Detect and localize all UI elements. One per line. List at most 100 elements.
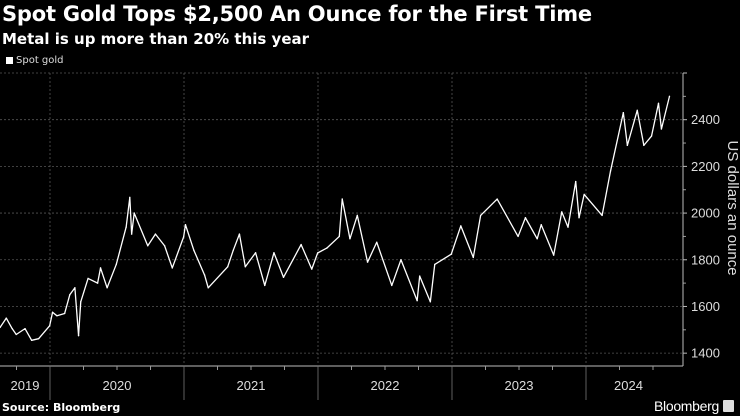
data-point [517,235,519,238]
data-point [51,311,54,314]
data-point [434,263,436,266]
data-point [622,111,625,114]
data-point [418,275,421,277]
data-point [106,287,108,289]
data-point [460,225,462,227]
legend-label-spot-gold: Spot gold [16,55,64,66]
data-point [524,217,527,219]
legend: Spot gold [6,55,64,66]
data-point [125,226,127,228]
data-point [609,170,612,172]
data-point [341,198,343,200]
data-point [311,268,313,270]
data-point [536,238,538,240]
y-tick-label: 2400 [691,112,720,127]
data-point [429,301,432,303]
data-point [282,276,285,278]
y-tick-label: 1800 [691,252,720,267]
data-point [69,294,71,296]
data-point [37,337,40,340]
data-point [552,254,555,256]
data-point [171,267,173,269]
data-point [668,95,671,98]
data-point [238,233,241,235]
data-point [24,327,26,330]
x-tick-label: 2022 [371,378,400,393]
bloomberg-logo: Bloomberg [654,398,734,414]
data-point [244,266,247,268]
y-tick-label: 2200 [691,159,720,174]
data-point [349,238,351,240]
data-point [561,211,563,213]
data-point [184,224,187,226]
data-point [77,334,80,337]
data-point [356,214,358,217]
x-tick-label: 2024 [614,378,643,393]
data-point [601,214,603,217]
bloomberg-chart-icon [723,400,734,412]
y-axis-label: US dollars an ounce [724,141,740,276]
data-point [626,144,629,147]
data-point [264,284,266,287]
x-tick-label: 2019 [11,378,40,393]
data-point [643,144,645,147]
data-point [657,102,660,105]
data-point [583,193,585,196]
data-point [133,212,135,214]
data-point [472,256,474,259]
data-point [650,135,653,137]
data-point [30,339,33,342]
data-point [540,224,542,226]
data-point [80,301,82,303]
data-point [660,128,663,130]
data-point [193,249,195,252]
data-point [115,263,117,266]
data-point [147,245,149,247]
data-point [578,217,580,219]
data-point [99,267,102,269]
data-point [74,287,76,289]
data-point [338,235,340,238]
data-point [154,233,157,235]
data-point [87,277,89,280]
data-point [479,214,482,217]
data-point [96,282,99,284]
chart-subtitle: Metal is up more than 20% this year [2,30,310,48]
source-note: Source: Bloomberg [2,401,121,414]
data-point [232,249,234,252]
data-point [391,284,393,287]
x-tick-label: 2021 [237,378,266,393]
data-point [5,317,8,319]
data-point [207,287,209,289]
y-tick-label: 1600 [691,299,720,314]
data-point [366,261,369,263]
data-point [326,247,328,249]
data-point [0,326,1,329]
data-point [450,253,452,255]
data-point [496,198,498,200]
data-point [226,266,229,268]
legend-swatch-spot-gold [6,57,13,64]
y-tick-label: 2000 [691,206,720,221]
data-point [182,236,185,238]
data-point [11,327,13,330]
brand-name: Bloomberg [653,398,719,414]
data-point [400,259,402,261]
data-point [63,312,66,315]
data-point [316,252,319,254]
data-point [56,315,58,317]
data-point [48,325,51,327]
data-point [416,299,418,302]
data-point [129,196,131,199]
x-tick-label: 2023 [505,378,534,393]
data-point [254,252,257,254]
data-point [567,226,569,228]
chart-title: Spot Gold Tops $2,500 An Ounce for the F… [2,2,592,26]
data-point [15,333,17,336]
data-point [273,252,275,254]
data-point [376,241,378,243]
data-point [300,243,302,246]
data-point [575,180,577,183]
y-tick-label: 1400 [691,346,720,361]
